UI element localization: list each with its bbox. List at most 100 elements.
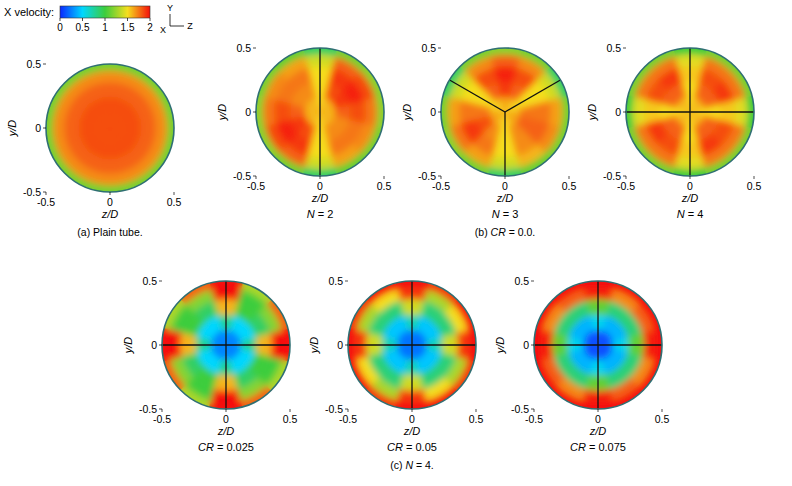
text-part: = 0.05 <box>403 441 437 453</box>
x-tick-label: -0.5 <box>525 413 543 425</box>
tape <box>534 344 598 345</box>
x-tick-label: 0 <box>502 180 508 192</box>
field-area <box>348 281 476 409</box>
tape <box>319 48 320 112</box>
tape <box>689 112 690 176</box>
cells-smoothed <box>256 48 384 176</box>
colorbar-tick <box>150 18 151 21</box>
colorbar-title: X velocity: <box>4 6 54 18</box>
cells <box>348 281 476 409</box>
y-tick <box>623 112 626 113</box>
text-part: = 2 <box>315 208 334 220</box>
cells <box>162 281 290 409</box>
tape <box>450 80 505 112</box>
y-tick <box>159 345 162 346</box>
y-tick-label: -0.5 <box>23 186 41 198</box>
x-axis-title: z/D <box>101 208 119 220</box>
y-tick <box>159 409 162 410</box>
text-part: N <box>307 208 315 220</box>
triad-axis <box>170 14 171 26</box>
x-axis-title: z/D <box>311 192 329 204</box>
panel: -0.500.5-0.500.5z/Dy/DN = 3 <box>401 42 577 220</box>
panel: -0.500.5-0.500.5z/Dy/DN = 4 <box>586 42 762 220</box>
colorbar <box>60 6 150 18</box>
y-tick-label: 0 <box>430 106 436 118</box>
y-axis-title: y/D <box>216 104 228 122</box>
cells-smoothed <box>162 281 290 409</box>
x-tick-label: -0.5 <box>432 180 450 192</box>
tape <box>598 344 662 345</box>
cells <box>534 281 662 409</box>
triad-axis <box>170 26 184 27</box>
field-area <box>46 64 174 192</box>
panel-title: CR = 0.025 <box>198 441 254 453</box>
field-area <box>626 48 754 176</box>
panel-title: CR = 0.05 <box>387 441 437 453</box>
triad-label: Z <box>187 21 193 31</box>
panel-title: N = 4 <box>677 208 704 220</box>
y-tick <box>623 176 626 177</box>
y-axis-title: y/D <box>586 104 598 122</box>
x-tick-label: 0.5 <box>469 413 484 425</box>
x-tick <box>226 409 227 412</box>
x-tick-label: 0 <box>595 413 601 425</box>
field-area <box>256 48 384 176</box>
tube-wall <box>46 64 174 192</box>
x-tick <box>256 176 257 179</box>
y-tick-label: 0.5 <box>514 275 529 287</box>
tube-wall <box>534 281 662 409</box>
y-tick-label: -0.5 <box>418 170 436 182</box>
y-axis-title: y/D <box>308 337 320 355</box>
y-tick-label: 0 <box>245 106 251 118</box>
text-part: CR <box>387 441 403 453</box>
cells <box>441 48 569 176</box>
colorbar-tick-label: 1.5 <box>121 22 135 33</box>
tube-wall <box>348 281 476 409</box>
x-tick <box>626 176 627 179</box>
panel: -0.500.5-0.500.5z/Dy/DCR = 0.025 <box>122 275 298 453</box>
y-axis-title: y/D <box>494 337 506 355</box>
tape <box>689 48 690 112</box>
y-tick-label: 0.5 <box>328 275 343 287</box>
tape <box>225 345 226 409</box>
x-tick <box>598 409 599 412</box>
y-axis-title: y/D <box>122 337 134 355</box>
tube-wall <box>162 281 290 409</box>
x-tick <box>174 192 175 195</box>
x-tick-label: -0.5 <box>37 196 55 208</box>
x-tick-label: -0.5 <box>617 180 635 192</box>
y-tick-label: 0.5 <box>142 275 157 287</box>
y-tick-label: -0.5 <box>325 403 343 415</box>
tape <box>226 344 290 345</box>
text-part: N <box>492 208 500 220</box>
tape <box>504 112 505 176</box>
tape <box>505 80 560 112</box>
colorbar-tick <box>105 18 106 21</box>
colorbar-tick <box>82 18 83 21</box>
y-tick <box>345 345 348 346</box>
y-tick-label: 0 <box>615 106 621 118</box>
y-tick <box>253 176 256 177</box>
panel: -0.500.5-0.500.5z/Dy/DCR = 0.075 <box>494 275 670 453</box>
cells <box>626 48 754 176</box>
y-tick <box>531 409 534 410</box>
field-area <box>162 281 290 409</box>
y-tick <box>43 128 46 129</box>
tube-wall <box>441 48 569 176</box>
tube-wall <box>256 48 384 176</box>
triad-label: Y <box>167 3 173 13</box>
x-tick-label: 0 <box>107 196 113 208</box>
x-tick <box>754 176 755 179</box>
x-tick-label: -0.5 <box>339 413 357 425</box>
cells-smoothed <box>46 64 174 192</box>
x-tick-label: 0.5 <box>747 180 762 192</box>
x-tick <box>46 192 47 195</box>
colorbar-tick-label: 0.5 <box>76 22 90 33</box>
panel-title: N = 3 <box>492 208 519 220</box>
x-tick <box>690 176 691 179</box>
y-tick <box>43 64 46 65</box>
tape <box>319 112 320 176</box>
x-tick-label: 0 <box>223 413 229 425</box>
tape <box>626 111 690 112</box>
triad-label: X <box>160 25 166 35</box>
